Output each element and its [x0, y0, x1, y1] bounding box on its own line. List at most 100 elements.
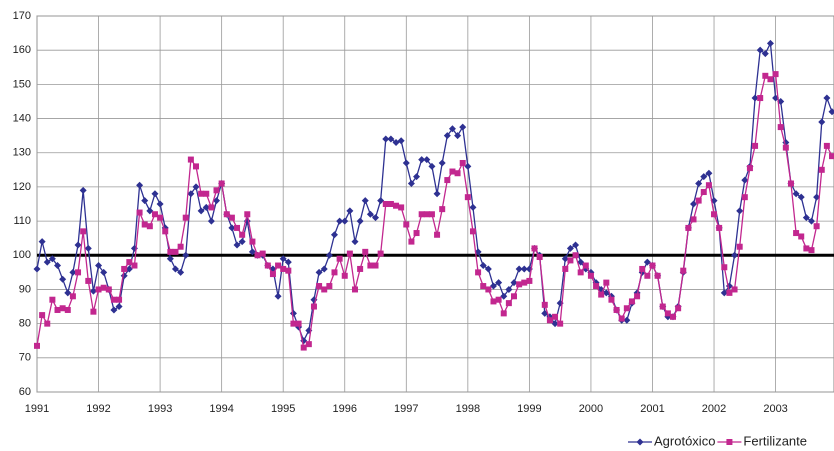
- point: [752, 142, 759, 149]
- point: [618, 315, 625, 322]
- x-tick-label: 1998: [456, 403, 480, 415]
- point: [162, 228, 169, 235]
- point: [325, 251, 333, 259]
- point: [393, 202, 400, 209]
- point: [562, 265, 569, 272]
- point: [511, 293, 517, 300]
- point: [121, 265, 128, 272]
- point: [166, 255, 174, 263]
- point: [361, 197, 369, 205]
- point: [151, 211, 158, 218]
- series-line: [36, 72, 833, 349]
- point: [95, 262, 103, 270]
- point: [526, 277, 533, 284]
- point: [172, 248, 179, 255]
- point: [510, 279, 518, 287]
- point: [54, 306, 61, 313]
- point: [326, 283, 333, 290]
- point: [603, 279, 610, 286]
- point: [146, 223, 153, 230]
- point: [551, 320, 559, 328]
- point: [448, 125, 456, 133]
- point: [79, 186, 87, 194]
- point: [408, 238, 415, 245]
- point: [423, 211, 430, 218]
- point: [500, 292, 508, 300]
- point: [685, 224, 692, 231]
- point: [516, 281, 523, 288]
- y-tick-label: 90: [19, 283, 31, 295]
- point: [675, 305, 682, 312]
- point: [289, 309, 297, 317]
- point: [295, 320, 302, 327]
- point: [761, 50, 769, 58]
- point: [234, 224, 241, 231]
- point: [756, 46, 764, 54]
- point: [636, 438, 644, 446]
- point: [279, 255, 287, 263]
- point: [357, 265, 364, 272]
- point: [787, 180, 794, 187]
- point: [136, 209, 143, 216]
- y-tick-label: 120: [13, 181, 31, 193]
- point: [202, 203, 210, 211]
- point: [351, 238, 359, 246]
- point: [823, 94, 831, 102]
- point: [793, 230, 800, 237]
- point: [223, 211, 230, 218]
- point: [336, 255, 343, 262]
- point: [828, 108, 834, 116]
- point: [479, 262, 487, 270]
- point: [602, 289, 610, 297]
- point: [75, 269, 82, 276]
- point: [777, 124, 784, 131]
- point: [613, 306, 620, 313]
- point: [515, 265, 523, 273]
- point: [89, 287, 97, 295]
- point: [341, 272, 348, 279]
- point: [100, 268, 108, 276]
- point: [74, 241, 82, 249]
- point: [248, 248, 256, 256]
- point: [593, 283, 600, 290]
- point: [366, 210, 374, 218]
- point: [90, 308, 97, 315]
- y-tick-label: 60: [19, 386, 31, 398]
- point: [356, 217, 364, 225]
- point: [213, 197, 221, 205]
- point: [403, 221, 410, 228]
- point: [218, 180, 225, 187]
- point: [85, 277, 92, 284]
- point: [182, 251, 190, 259]
- point: [566, 244, 574, 252]
- point: [126, 259, 133, 266]
- point: [475, 269, 482, 276]
- point: [587, 272, 594, 279]
- point: [433, 190, 441, 198]
- point: [802, 214, 810, 222]
- point: [721, 264, 728, 271]
- point: [438, 159, 446, 167]
- point: [197, 207, 205, 215]
- point: [418, 156, 426, 164]
- point: [459, 159, 466, 166]
- point: [254, 252, 261, 259]
- point: [244, 211, 251, 218]
- legend-label: Fertilizante: [743, 433, 807, 448]
- point: [434, 231, 441, 238]
- point: [443, 132, 451, 140]
- point: [177, 268, 185, 276]
- point: [346, 250, 353, 257]
- point: [711, 211, 718, 218]
- point: [64, 289, 72, 297]
- point: [33, 265, 41, 273]
- point: [536, 253, 543, 260]
- point: [808, 247, 815, 254]
- point: [330, 231, 338, 239]
- point: [726, 289, 733, 296]
- point: [372, 214, 380, 222]
- point: [407, 179, 415, 187]
- point: [44, 320, 51, 327]
- point: [659, 303, 666, 310]
- point: [274, 292, 282, 300]
